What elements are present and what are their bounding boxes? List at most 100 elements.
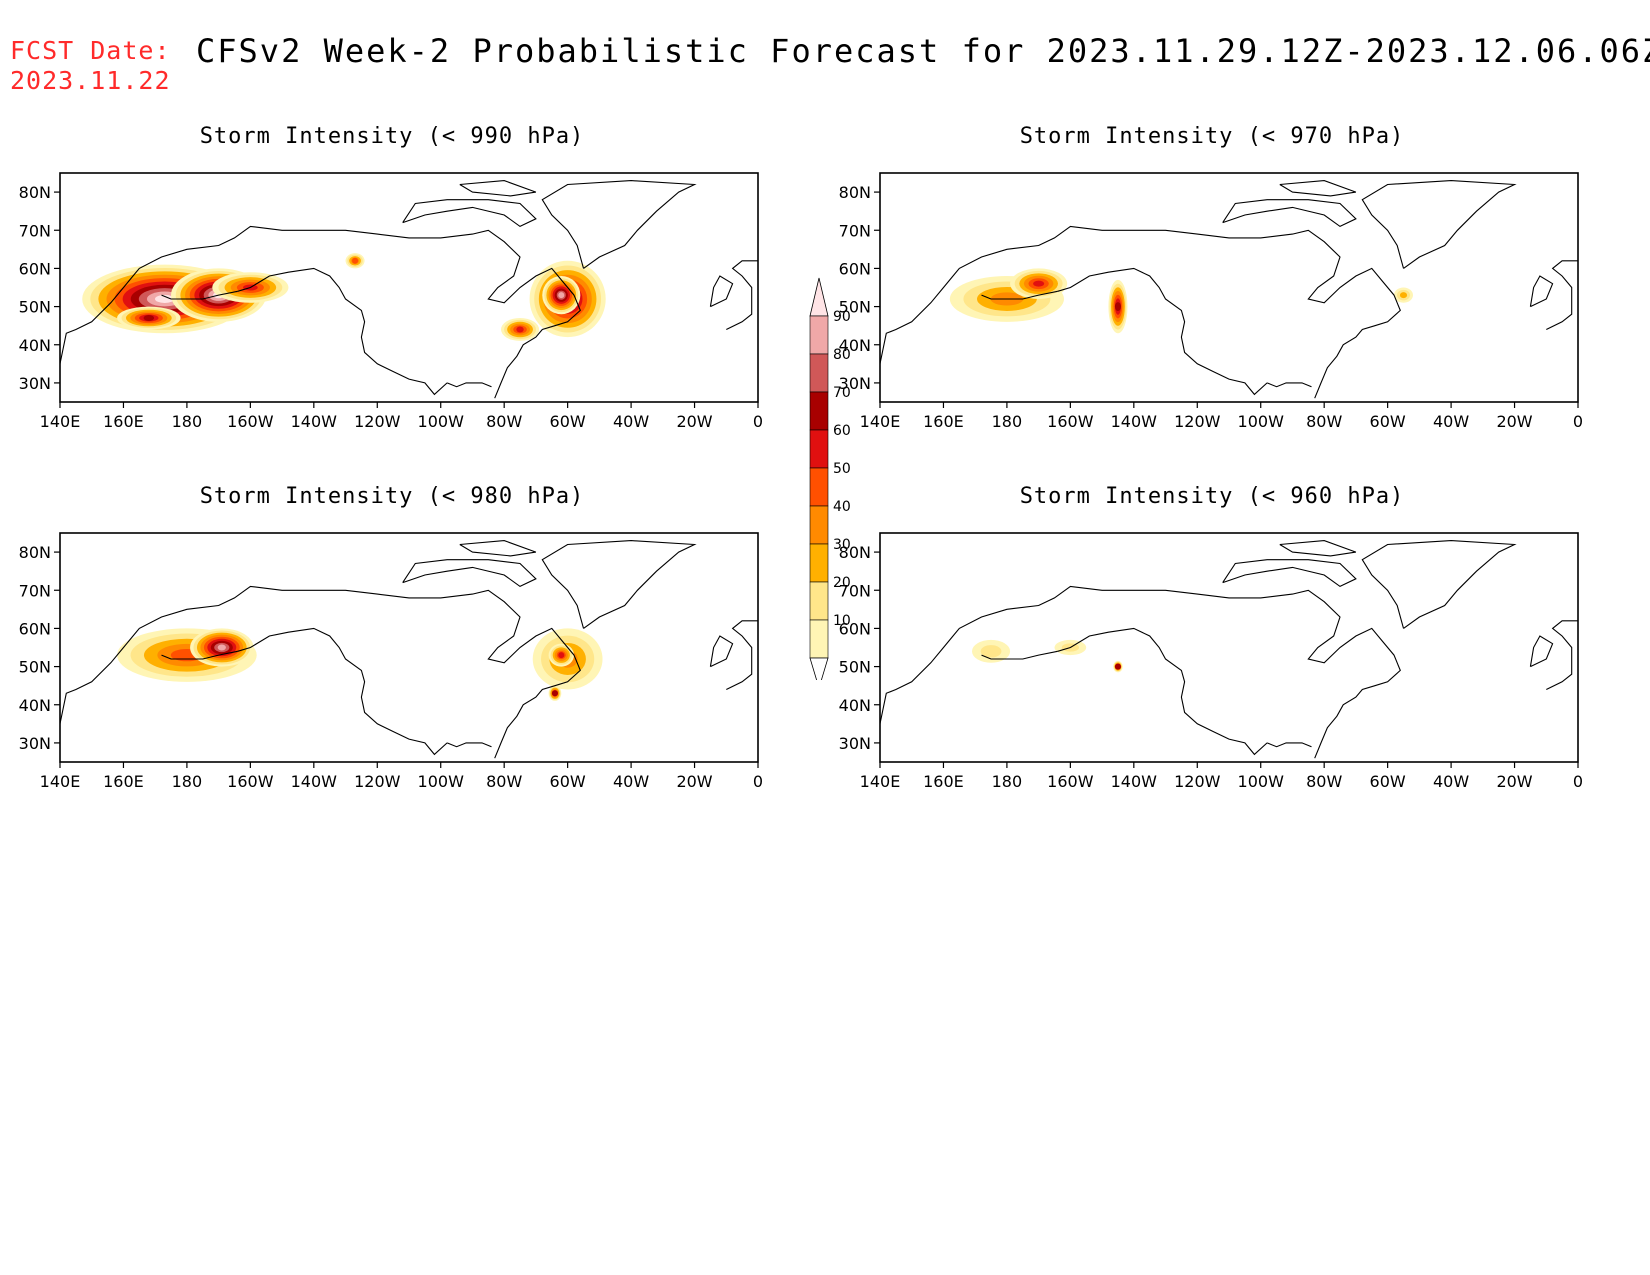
forecast-date-value: 2023.11.22 [10,66,171,95]
contour-fill [217,644,226,651]
contour-fill [980,645,1002,658]
lon-tick-label: 60W [550,772,586,790]
colorbar-segment [809,391,829,431]
colorbar-segment [809,581,829,621]
panel-title-980: Storm Intensity (< 980 hPa) [199,484,585,509]
lon-tick-label: 40W [613,412,649,430]
lat-tick-label: 50N [19,658,51,677]
probability-area [501,318,540,341]
coastline [237,627,448,756]
lon-tick-label: 140E [860,772,901,790]
lon-tick-label: 60W [550,412,586,430]
coastline [1529,275,1554,308]
probability-area [117,306,181,330]
coastline [1546,260,1578,330]
probability-area [548,643,574,667]
lat-tick-label: 80N [19,183,51,202]
lat-tick-label: 70N [839,581,871,600]
colorbar-segment [809,619,829,659]
probability-area [190,628,254,667]
coastline [161,290,238,300]
coastline [1057,627,1268,756]
coastline [1279,540,1357,557]
panel-title-960: Storm Intensity (< 960 hPa) [1019,484,1405,509]
coastline [709,635,734,668]
coastline [446,382,492,388]
probability-area [345,253,365,269]
probability-area [1010,268,1068,299]
lat-tick-label: 70N [19,581,51,600]
lon-tick-label: 180 [992,772,1023,790]
coastline [1266,742,1312,748]
lon-tick-label: 0 [753,772,763,790]
panel-title-970: Storm Intensity (< 970 hPa) [1019,124,1405,149]
lat-tick-label: 60N [19,259,51,278]
coastline [709,275,734,308]
lon-tick-label: 160W [227,412,274,430]
lon-tick-label: 120W [1174,412,1221,430]
lon-tick-label: 140E [40,772,81,790]
contour-fill [558,292,565,299]
lon-tick-label: 80W [1306,412,1342,430]
lat-tick-label: 50N [19,298,51,317]
lat-tick-label: 40N [839,696,871,715]
contour-fill [1399,292,1408,299]
map-panel-990: 80N 70N 60N 50N 40N 30N 140E 160E 180 160W 140W 120… [19,172,763,430]
lon-tick-label: 40W [613,772,649,790]
lon-tick-label: 0 [1573,412,1583,430]
lat-tick-label: 70N [839,221,871,240]
coastline [981,650,1058,660]
map-frame [59,172,759,403]
lon-tick-label: 20W [676,772,712,790]
colorbar-segment [809,315,829,355]
lon-tick-label: 160E [923,412,964,430]
lon-tick-label: 120W [354,412,401,430]
map-panel-980: 80N 70N 60N 50N 40N 30N 140E 160E 180 160W 140W 120… [19,532,763,790]
lat-tick-label: 30N [19,374,51,393]
colorbar: 10 20 30 40 50 60 70 80 90 [809,277,851,680]
map-frame [59,532,759,763]
coastline [60,225,581,399]
colorbar-segment [809,429,829,469]
coastline [981,290,1058,300]
lat-tick-label: 50N [839,298,871,317]
coastline [1222,199,1357,228]
colorbar-label: 20 [833,575,851,591]
map-frame [879,532,1579,763]
coastline [726,260,758,330]
lat-tick-label: 60N [839,259,871,278]
lon-tick-label: 100W [1238,772,1285,790]
lon-tick-label: 20W [1496,772,1532,790]
coastline [60,585,581,759]
lon-tick-label: 40W [1433,412,1469,430]
probability-area [548,685,562,701]
contour-fill [154,294,175,303]
lon-tick-label: 140E [860,412,901,430]
lon-tick-label: 140W [1111,772,1158,790]
colorbar-label: 80 [833,347,851,363]
map-panel-970: 80N 70N 60N 50N 40N 30N 140E 160E 180 160W 140W 120… [839,172,1583,430]
lon-tick-label: 180 [172,772,203,790]
colorbar-segment [809,657,829,680]
coastline [880,225,1401,399]
coastline [446,742,492,748]
lon-tick-label: 160E [923,772,964,790]
coastline [541,540,697,629]
lon-tick-label: 140W [1111,412,1158,430]
lon-tick-label: 140W [291,412,338,430]
lon-tick-label: 160E [103,412,144,430]
lon-tick-label: 0 [1573,772,1583,790]
contour-fill [558,652,565,659]
lat-tick-label: 40N [19,336,51,355]
lon-tick-label: 20W [1496,412,1532,430]
coastline [1529,635,1554,668]
contour-fill [551,690,558,697]
lon-tick-label: 80W [1306,772,1342,790]
lon-tick-label: 160W [227,772,274,790]
probability-area [972,639,1011,663]
coastline [1361,180,1517,269]
coastline [1279,180,1357,197]
panel-title-990: Storm Intensity (< 990 hPa) [199,124,585,149]
forecast-date-label: FCST Date: [10,36,171,65]
colorbar-label: 60 [833,423,851,439]
